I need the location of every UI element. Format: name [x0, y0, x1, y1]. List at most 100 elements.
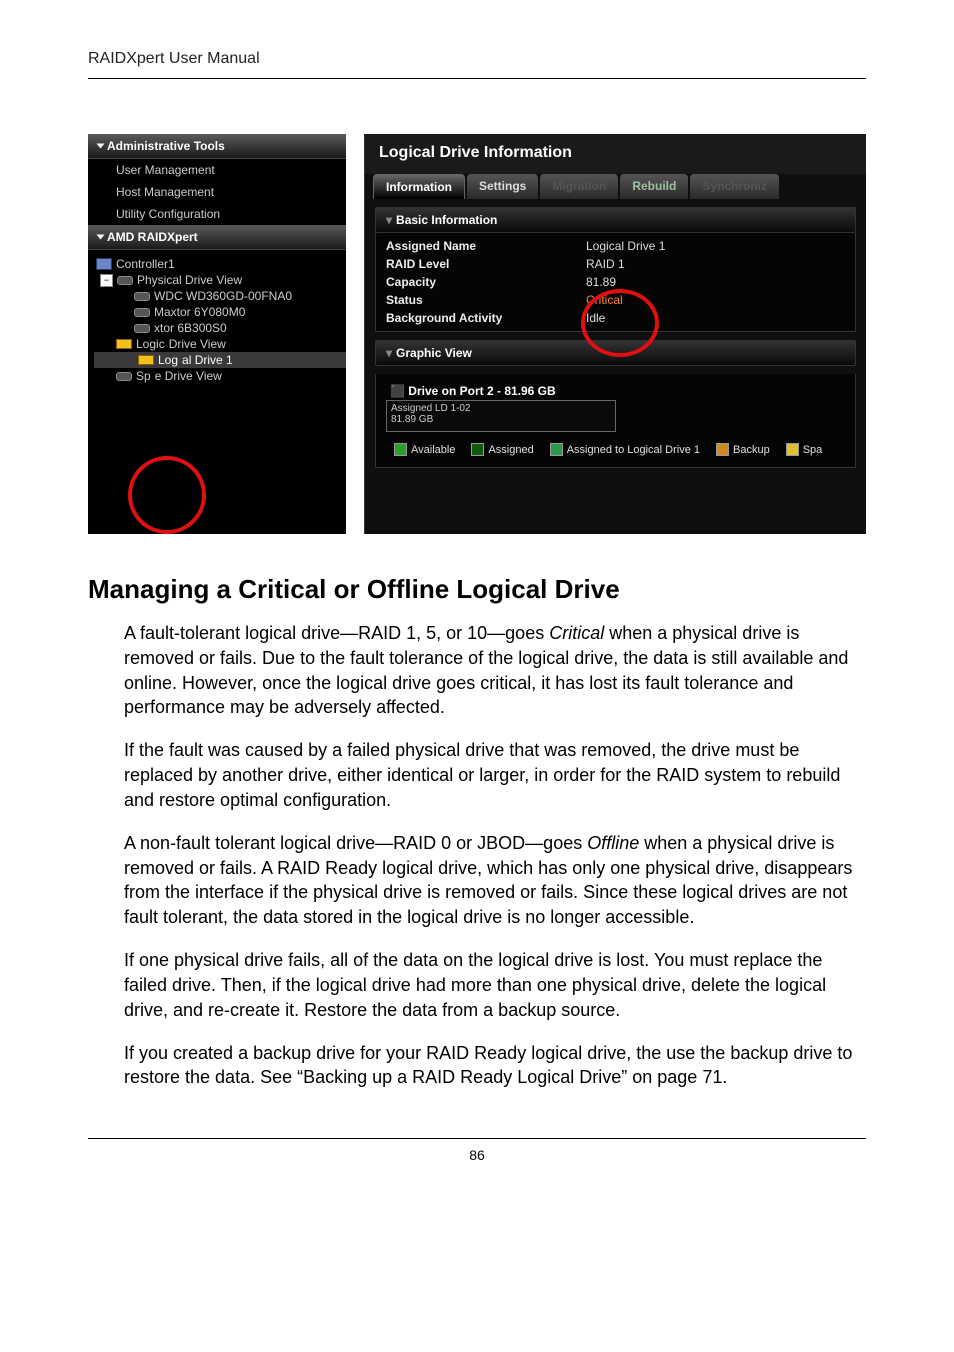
nav-tree: Controller1 − Physical Drive View WDC WD… [88, 250, 346, 390]
allocation-label: Assigned LD 1-02 [391, 403, 611, 414]
tab-rebuild[interactable]: Rebuild [620, 174, 688, 199]
running-header: RAIDXpert User Manual [88, 50, 866, 79]
section-heading: Managing a Critical or Offline Logical D… [88, 574, 866, 605]
swatch-icon [786, 443, 799, 456]
paragraph: If one physical drive fails, all of the … [88, 948, 866, 1022]
tab-bar: Information Settings Migration Rebuild S… [365, 174, 866, 199]
chevron-down-icon: ▾ [386, 346, 392, 360]
text: A fault-tolerant logical drive—RAID 1, 5… [124, 623, 549, 643]
field-label: Background Activity [386, 311, 586, 325]
tab-information[interactable]: Information [373, 174, 465, 199]
drive-allocation-bar: Assigned LD 1-02 81.89 GB [386, 400, 616, 432]
swatch-icon [394, 443, 407, 456]
section-header-graphic-view: ▾ Graphic View [375, 340, 856, 366]
text-italic: Offline [587, 833, 639, 853]
paragraph: A fault-tolerant logical drive—RAID 1, 5… [88, 621, 866, 720]
tree-node-drive[interactable]: xtor 6B300S0 [94, 320, 346, 336]
sidebar-section-amd-raidxpert[interactable]: AMD RAIDXpert [88, 225, 346, 250]
section-label: Basic Information [396, 213, 497, 227]
chevron-down-icon: ▾ [386, 213, 392, 227]
sidebar-item-host-management[interactable]: Host Management [88, 181, 346, 203]
chevron-down-icon [97, 235, 105, 240]
legend-label: Backup [733, 444, 770, 456]
hdd-icon [134, 308, 150, 317]
tab-synchronize: Synchroniz [690, 174, 779, 199]
legend-item: Available [386, 440, 463, 459]
tree-label: Log [158, 353, 178, 367]
table-row: StatusCritical [376, 291, 855, 309]
tree-label: al Drive 1 [182, 353, 233, 367]
legend-item: Assigned [463, 440, 541, 459]
tree-label: e Drive View [155, 369, 222, 383]
table-row: Capacity81.89 [376, 273, 855, 291]
tree-node-drive[interactable]: Maxtor 6Y080M0 [94, 304, 346, 320]
swatch-icon [716, 443, 729, 456]
table-row: Background ActivityIdle [376, 309, 855, 327]
field-value: Idle [586, 311, 605, 325]
hdd-icon [117, 276, 133, 285]
table-row: Assigned NameLogical Drive 1 [376, 237, 855, 255]
section-header-basic-info: ▾ Basic Information [375, 207, 856, 233]
field-value: Logical Drive 1 [586, 239, 665, 253]
tree-label: Sp [136, 369, 151, 383]
legend-label: Available [411, 444, 455, 456]
tab-settings[interactable]: Settings [467, 174, 538, 199]
app-screenshot: Administrative Tools User Management Hos… [88, 134, 866, 534]
highlight-circle-icon [128, 456, 206, 534]
sidebar-section-admin-tools[interactable]: Administrative Tools [88, 134, 346, 159]
table-row: RAID LevelRAID 1 [376, 255, 855, 273]
field-label: RAID Level [386, 257, 586, 271]
sidebar: Administrative Tools User Management Hos… [88, 134, 346, 534]
graphic-view-box: ⬛ Drive on Port 2 - 81.96 GB Assigned LD… [375, 374, 856, 468]
logical-drive-icon [116, 339, 132, 349]
page: RAIDXpert User Manual Administrative Too… [0, 0, 954, 1193]
tree-label: xtor 6B300S0 [154, 321, 227, 335]
paragraph: If you created a backup drive for your R… [88, 1041, 866, 1091]
legend: Available Assigned Assigned to Logical D… [386, 440, 845, 459]
legend-item: Assigned to Logical Drive 1 [542, 440, 708, 459]
tree-label: Maxtor 6Y080M0 [154, 305, 245, 319]
body-text: A fault-tolerant logical drive—RAID 1, 5… [88, 621, 866, 1090]
content-panel: Logical Drive Information Information Se… [364, 134, 866, 534]
text-italic: Critical [549, 623, 604, 643]
basic-info-table: Assigned NameLogical Drive 1 RAID LevelR… [375, 233, 856, 332]
paragraph: A non-fault tolerant logical drive—RAID … [88, 831, 866, 930]
field-value: RAID 1 [586, 257, 625, 271]
hdd-icon [134, 292, 150, 301]
panel-title: Logical Drive Information [365, 134, 866, 174]
hdd-icon [134, 324, 150, 333]
controller-icon [96, 258, 112, 270]
sidebar-item-utility-configuration[interactable]: Utility Configuration [88, 203, 346, 225]
drive-title-label: Drive on Port 2 - 81.96 GB [408, 384, 555, 398]
collapse-icon[interactable]: − [100, 274, 113, 287]
tree-node-drive[interactable]: WDC WD360GD-00FNA0 [94, 288, 346, 304]
field-label: Status [386, 293, 586, 307]
tree-label: Physical Drive View [137, 273, 242, 287]
tree-node-controller[interactable]: Controller1 [94, 256, 346, 272]
swatch-icon [471, 443, 484, 456]
tree-label: Logic [136, 337, 165, 351]
section-label: Graphic View [396, 346, 472, 360]
tree-label: Controller1 [116, 257, 175, 271]
field-label: Assigned Name [386, 239, 586, 253]
drive-title: ⬛ Drive on Port 2 - 81.96 GB [390, 384, 845, 398]
field-value: 81.89 [586, 275, 616, 289]
section-label: AMD RAIDXpert [107, 230, 198, 244]
field-label: Capacity [386, 275, 586, 289]
tree-node-spare-drive-view[interactable]: Sp e Drive View [94, 368, 346, 384]
tree-node-physical-drive-view[interactable]: − Physical Drive View [94, 272, 346, 288]
sidebar-item-user-management[interactable]: User Management [88, 159, 346, 181]
drive-icon: ⬛ [390, 384, 405, 398]
tree-node-logical-drive-1[interactable]: Log al Drive 1 [94, 352, 346, 368]
tab-migration: Migration [540, 174, 618, 199]
page-footer: 86 [88, 1138, 866, 1163]
hdd-icon [116, 372, 132, 381]
section-label: Administrative Tools [107, 139, 225, 153]
field-value-critical: Critical [586, 293, 623, 307]
legend-label: Assigned [488, 444, 533, 456]
legend-label: Spa [803, 444, 823, 456]
tree-node-logical-drive-view[interactable]: Logic Drive View [94, 336, 346, 352]
tree-label: Drive View [169, 337, 226, 351]
legend-label: Assigned to Logical Drive 1 [567, 444, 700, 456]
text: A non-fault tolerant logical drive—RAID … [124, 833, 587, 853]
